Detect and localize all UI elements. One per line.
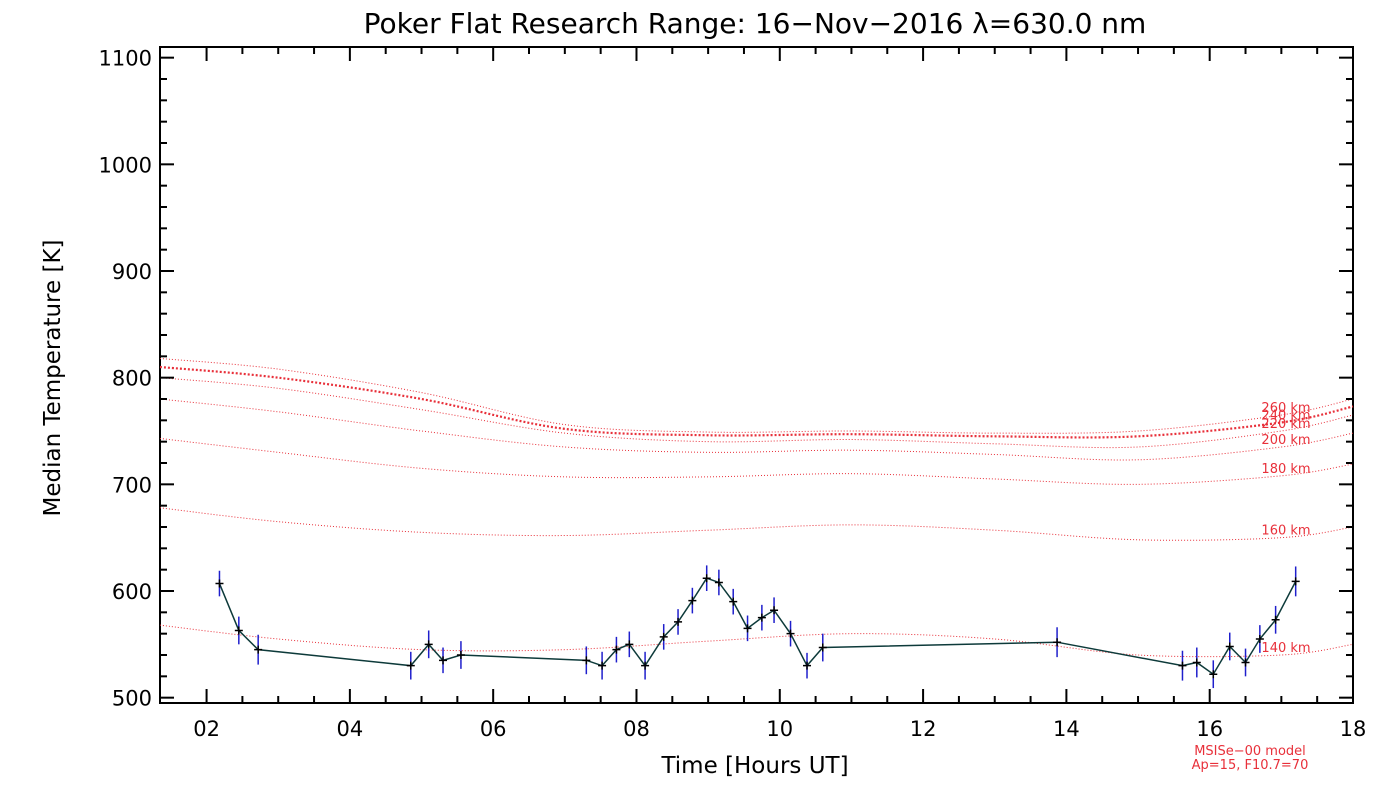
data-point: [254, 645, 263, 654]
x-axis-title: Time [Hours UT]: [660, 753, 848, 779]
x-tick-label: 18: [1340, 717, 1367, 741]
model-curve: [159, 507, 1354, 541]
data-point: [1192, 658, 1201, 667]
model-curve: [159, 398, 1354, 461]
data-point: [757, 613, 766, 622]
data-point: [1209, 670, 1218, 679]
x-tick-label: 14: [1053, 717, 1080, 741]
data-point: [702, 574, 711, 583]
data-point: [406, 661, 415, 670]
data-point: [674, 617, 683, 626]
data-point: [582, 656, 591, 665]
data-series: [215, 565, 1300, 689]
model-curve: [159, 437, 1354, 485]
data-point: [688, 596, 697, 605]
model-curve: [159, 365, 1354, 439]
data-point: [729, 597, 738, 606]
data-point: [714, 578, 723, 587]
data-point: [1178, 661, 1187, 670]
model-curve: [159, 357, 1354, 434]
temperature-line: [218, 577, 1297, 676]
data-point: [786, 629, 795, 638]
data-point: [1053, 638, 1062, 647]
x-tick-label: 06: [480, 717, 507, 741]
data-point: [424, 640, 433, 649]
data-point: [439, 656, 448, 665]
y-tick-label: 900: [112, 260, 152, 284]
data-point: [1241, 658, 1250, 667]
model-note-line1: MSISe−00 model: [1194, 744, 1306, 759]
data-point: [215, 579, 224, 588]
plot-area: [159, 46, 1354, 704]
model-curve-label: 160 km: [1261, 524, 1310, 539]
data-point: [598, 661, 607, 670]
model-curve-label: 260 km: [1261, 401, 1310, 416]
model-curve-label: 180 km: [1261, 462, 1310, 477]
data-point: [456, 651, 465, 659]
model-note-line2: Ap=15, F10.7=70: [1192, 758, 1309, 773]
data-point: [743, 624, 752, 633]
data-point: [234, 626, 243, 635]
y-tick-label: 800: [112, 367, 152, 391]
x-tick-label: 04: [337, 717, 364, 741]
model-curve: [159, 377, 1354, 449]
data-point: [1291, 577, 1300, 586]
x-tick-label: 08: [623, 717, 650, 741]
data-point: [818, 643, 827, 652]
model-curve-label: 200 km: [1261, 433, 1310, 448]
y-tick-label: 1000: [99, 153, 152, 177]
x-tick-label: 16: [1196, 717, 1223, 741]
model-curve-label: 140 km: [1261, 641, 1310, 656]
axes: 02 04 06 08 10 12 14 16 18 500 600 700 800 900 1000 110…: [99, 47, 1367, 741]
data-point: [1255, 635, 1264, 643]
data-point: [612, 645, 621, 654]
x-tick-label: 02: [193, 717, 220, 741]
data-point: [803, 661, 812, 670]
y-tick-label: 700: [112, 473, 152, 497]
y-tick-label: 600: [112, 580, 152, 604]
x-tick-label: 10: [766, 717, 793, 741]
y-tick-label: 1100: [99, 47, 152, 71]
model-curve: [159, 624, 1354, 658]
data-point: [659, 632, 668, 641]
data-point: [625, 640, 634, 649]
model-curve-label: 240 km: [1261, 408, 1310, 423]
data-point: [1271, 615, 1280, 624]
y-axis-title: Median Temperature [K]: [40, 240, 66, 517]
data-point: [641, 661, 650, 670]
chart-title: Poker Flat Research Range: 16−Nov−2016 λ…: [364, 7, 1147, 40]
y-tick-label: 500: [112, 687, 152, 711]
plot-frame: [159, 46, 1354, 704]
data-point: [770, 606, 779, 615]
data-point: [1225, 642, 1234, 651]
x-tick-label: 12: [910, 717, 937, 741]
